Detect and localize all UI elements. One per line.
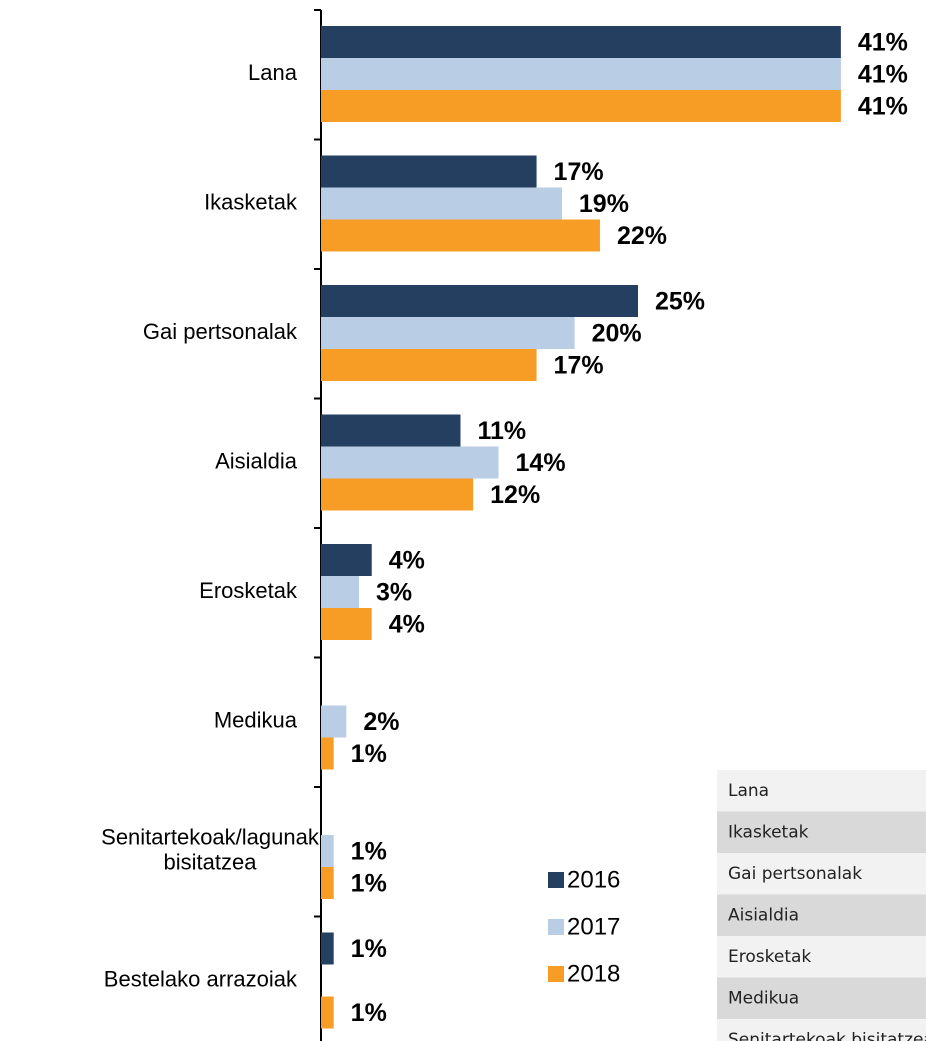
value-label: 1%	[351, 838, 387, 866]
bar	[321, 58, 841, 90]
table-cell: Ikasketak	[728, 823, 809, 843]
table-row	[717, 770, 926, 812]
bar	[321, 932, 334, 965]
value-label: 1%	[351, 935, 387, 963]
bar	[321, 219, 600, 252]
value-label: 20%	[592, 320, 642, 348]
y-tick-label: Senitartekoak/lagunak	[101, 824, 320, 849]
y-tick-label: Gai pertsonalak	[143, 319, 298, 344]
bar	[321, 576, 360, 608]
legend-swatch	[548, 919, 564, 935]
bar	[321, 26, 841, 58]
legend-label: 2018	[567, 960, 620, 987]
table-cell: Medikua	[728, 989, 799, 1009]
bar	[321, 608, 372, 640]
value-label: 12%	[490, 481, 540, 509]
y-tick-label: Aisialdia	[215, 448, 298, 473]
bar	[321, 996, 334, 1029]
bar	[321, 155, 537, 188]
bar	[321, 90, 841, 122]
bar	[321, 317, 575, 349]
table-cell: Erosketak	[728, 947, 811, 967]
bar	[321, 414, 461, 447]
table-cell: Aisialdia	[728, 906, 799, 926]
value-label: 3%	[376, 579, 412, 607]
value-label: 41%	[858, 61, 908, 89]
value-label: 4%	[389, 611, 425, 639]
table-cell: Lana	[728, 781, 769, 801]
bar	[321, 446, 499, 479]
value-label: 25%	[655, 288, 705, 316]
table-row	[717, 1019, 926, 1041]
y-tick-label: Erosketak	[199, 578, 298, 603]
bar	[321, 544, 372, 576]
legend-label: 2016	[567, 866, 620, 893]
value-label: 17%	[554, 158, 604, 186]
bar	[321, 285, 638, 317]
legend-swatch	[548, 872, 564, 888]
y-tick-label: Bestelako arrazoiak	[104, 966, 298, 991]
table-cell: Senitartekoak bisitatzea	[728, 1030, 926, 1041]
value-label: 41%	[858, 93, 908, 121]
legend-swatch	[548, 966, 564, 982]
bar	[321, 835, 334, 867]
table-row	[717, 894, 926, 936]
bar	[321, 187, 562, 220]
value-label: 17%	[554, 352, 604, 380]
value-label: 2%	[363, 708, 399, 736]
value-label: 22%	[617, 222, 667, 250]
bar	[321, 867, 334, 899]
y-tick-label: Ikasketak	[204, 189, 298, 214]
bar	[321, 705, 347, 738]
value-label: 41%	[858, 29, 908, 57]
value-label: 1%	[351, 740, 387, 768]
bar	[321, 737, 334, 770]
value-label: 1%	[351, 999, 387, 1027]
y-tick-label: Medikua	[214, 707, 298, 732]
table-row	[717, 853, 926, 895]
table-row	[717, 811, 926, 853]
table-row	[717, 977, 926, 1019]
value-label: 19%	[579, 190, 629, 218]
bar	[321, 349, 537, 381]
legend-label: 2017	[567, 913, 620, 940]
value-label: 1%	[351, 870, 387, 898]
y-tick-label: Lana	[248, 60, 298, 85]
table-cell: Gai pertsonalak	[728, 864, 862, 884]
value-label: 11%	[477, 417, 526, 445]
value-label: 14%	[516, 449, 566, 477]
value-label: 4%	[389, 547, 425, 575]
table-row	[717, 936, 926, 978]
y-tick-label: bisitatzea	[164, 849, 258, 874]
bar	[321, 478, 474, 511]
